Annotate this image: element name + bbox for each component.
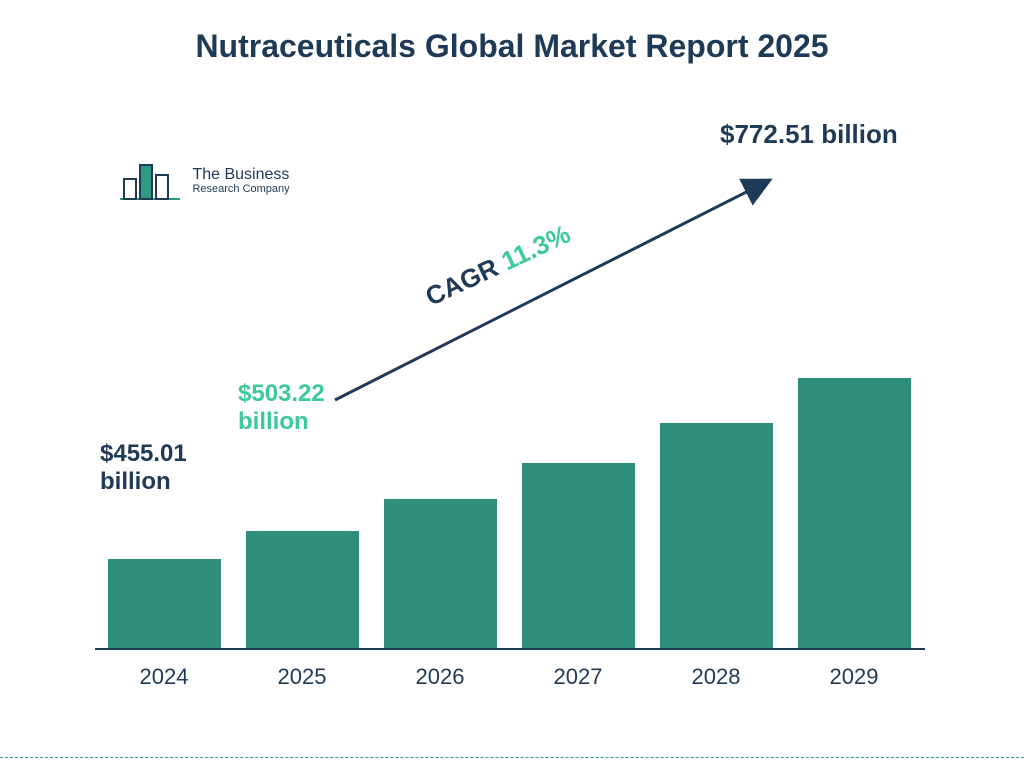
cagr-arrow-line bbox=[335, 180, 770, 400]
page-root: Nutraceuticals Global Market Report 2025… bbox=[0, 0, 1024, 768]
value-callout: $455.01billion bbox=[100, 440, 187, 495]
bottom-dashed-rule bbox=[0, 757, 1024, 758]
cagr-arrow bbox=[0, 0, 1024, 768]
value-callout: $772.51 billion bbox=[720, 120, 898, 150]
value-callout: $503.22billion bbox=[238, 380, 325, 435]
